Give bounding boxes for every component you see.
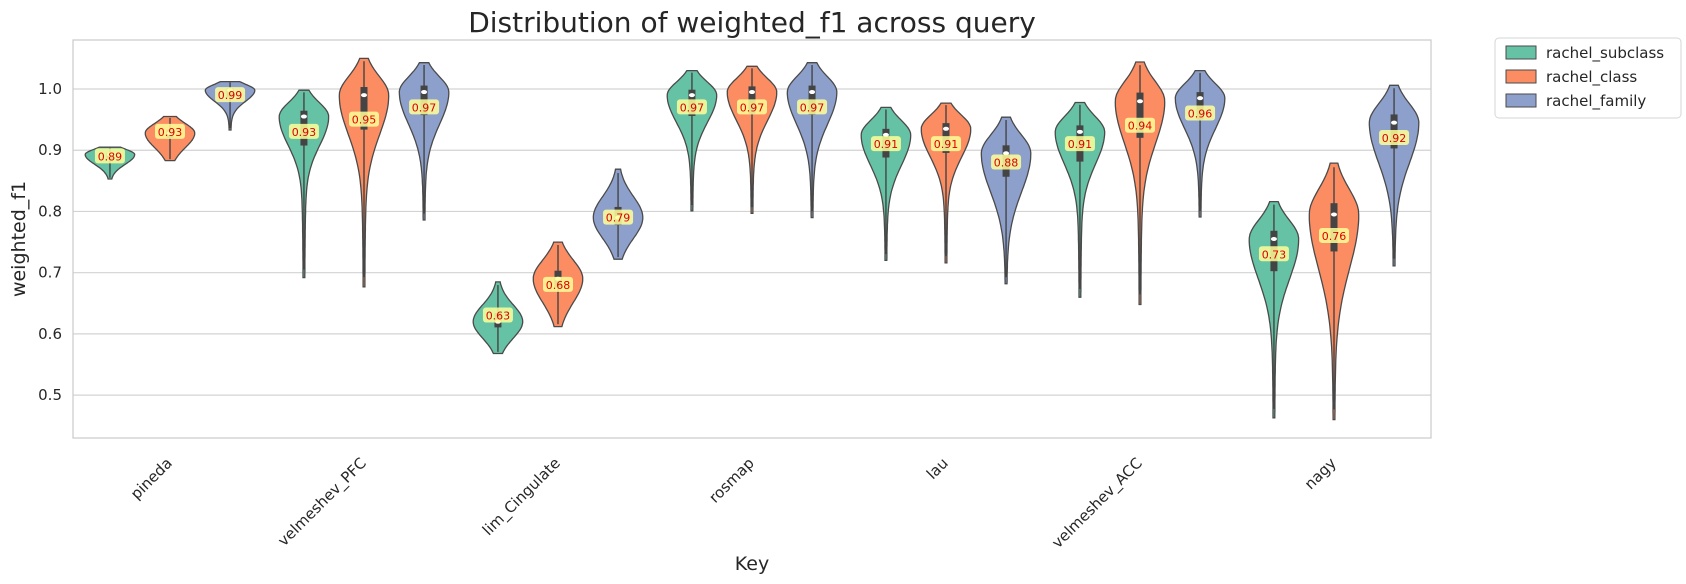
legend-label: rachel_family bbox=[1546, 92, 1646, 111]
violin-median-dot bbox=[1137, 99, 1143, 104]
legend-label: rachel_subclass bbox=[1546, 44, 1664, 63]
annotation-box bbox=[215, 87, 246, 103]
violin-median-dot bbox=[1076, 129, 1083, 134]
annotation-box bbox=[1319, 227, 1349, 243]
annotation-box bbox=[349, 111, 379, 127]
violin-median-dot bbox=[1391, 120, 1398, 125]
violin-median-dot bbox=[688, 93, 695, 98]
plot-frame bbox=[72, 39, 1432, 439]
violin-iqr-box bbox=[360, 87, 368, 130]
median-annotation: 0.96 bbox=[1188, 107, 1213, 120]
legend-label: rachel_class bbox=[1546, 68, 1637, 87]
annotation-box bbox=[1379, 129, 1410, 145]
annotation-box bbox=[155, 123, 185, 139]
annotation-box bbox=[870, 136, 901, 152]
median-annotation: 0.91 bbox=[874, 138, 899, 151]
median-annotation: 0.92 bbox=[1382, 132, 1407, 145]
annotation-box bbox=[676, 99, 707, 115]
median-annotation: 0.99 bbox=[218, 89, 243, 102]
violin-median-dot bbox=[809, 90, 816, 95]
annotation-box bbox=[797, 99, 828, 115]
annotation-box bbox=[482, 307, 513, 323]
violin-median-dot bbox=[943, 126, 949, 131]
y-tick-label: 1.0 bbox=[38, 80, 62, 98]
chart-title: Distribution of weighted_f1 across query bbox=[468, 6, 1036, 39]
violin-median-dot bbox=[421, 90, 428, 95]
legend-frame bbox=[1494, 37, 1682, 119]
annotation-box bbox=[991, 154, 1022, 170]
violin-median-dot bbox=[749, 90, 755, 95]
annotation-box bbox=[288, 123, 319, 139]
legend-swatch bbox=[1505, 45, 1537, 60]
annotations: 0.89 0.93 0.63 0.97 0.91 0.91 0.73 0.93 0.95 0.68… bbox=[94, 87, 1410, 323]
y-axis-label: weighted_f1 bbox=[8, 181, 30, 297]
annotation-box bbox=[603, 209, 634, 225]
violin-median-dot bbox=[1270, 237, 1277, 241]
annotation-box bbox=[1185, 105, 1216, 121]
y-tick-labels: 0.5 0.6 0.7 0.8 0.9 1.0 bbox=[38, 80, 62, 404]
violin-iqr-box bbox=[1136, 92, 1144, 138]
median-annotation: 0.88 bbox=[994, 156, 1019, 169]
annotation-box bbox=[543, 276, 573, 292]
y-tick-label: 0.8 bbox=[38, 202, 62, 220]
legend-swatch bbox=[1505, 69, 1537, 84]
violin-median-dot bbox=[1003, 151, 1010, 156]
annotation-box bbox=[1125, 117, 1155, 133]
annotation-box bbox=[1064, 136, 1095, 152]
median-annotation: 0.89 bbox=[98, 150, 123, 163]
annotation-box bbox=[1258, 246, 1289, 262]
median-annotation: 0.91 bbox=[934, 138, 959, 151]
violin-median-dot bbox=[1197, 96, 1204, 101]
annotation-box bbox=[409, 99, 440, 115]
median-annotation: 0.68 bbox=[546, 279, 571, 292]
annotation-box bbox=[737, 99, 767, 115]
violin-median-dot bbox=[882, 132, 889, 137]
median-annotation: 0.94 bbox=[1128, 120, 1153, 133]
legend: rachel_subclass rachel_class rachel_family bbox=[1494, 37, 1682, 119]
violin-iqr-box bbox=[1330, 203, 1338, 252]
median-annotation: 0.93 bbox=[158, 126, 183, 139]
median-annotation: 0.91 bbox=[1068, 138, 1093, 151]
median-annotation: 0.93 bbox=[292, 126, 317, 139]
violin-median-dot bbox=[300, 114, 307, 119]
median-annotation: 0.63 bbox=[486, 310, 511, 323]
y-tick-label: 0.6 bbox=[38, 325, 62, 343]
median-annotation: 0.97 bbox=[412, 101, 437, 114]
median-annotation: 0.97 bbox=[680, 101, 705, 114]
y-tick-label: 0.7 bbox=[38, 264, 62, 282]
annotation-box bbox=[931, 136, 961, 152]
y-tick-label: 0.9 bbox=[38, 141, 62, 159]
median-annotation: 0.76 bbox=[1322, 230, 1347, 243]
annotation-box bbox=[94, 148, 125, 164]
violin-median-dot bbox=[1331, 212, 1337, 217]
x-axis-label: Key bbox=[735, 553, 769, 575]
median-annotation: 0.73 bbox=[1262, 248, 1287, 261]
legend-swatch bbox=[1505, 93, 1537, 108]
median-annotation: 0.97 bbox=[740, 101, 765, 114]
median-annotation: 0.79 bbox=[606, 212, 631, 225]
median-annotation: 0.97 bbox=[800, 101, 825, 114]
violin-median-dot bbox=[361, 93, 367, 98]
median-annotation: 0.95 bbox=[352, 114, 377, 127]
y-tick-label: 0.5 bbox=[38, 386, 62, 404]
